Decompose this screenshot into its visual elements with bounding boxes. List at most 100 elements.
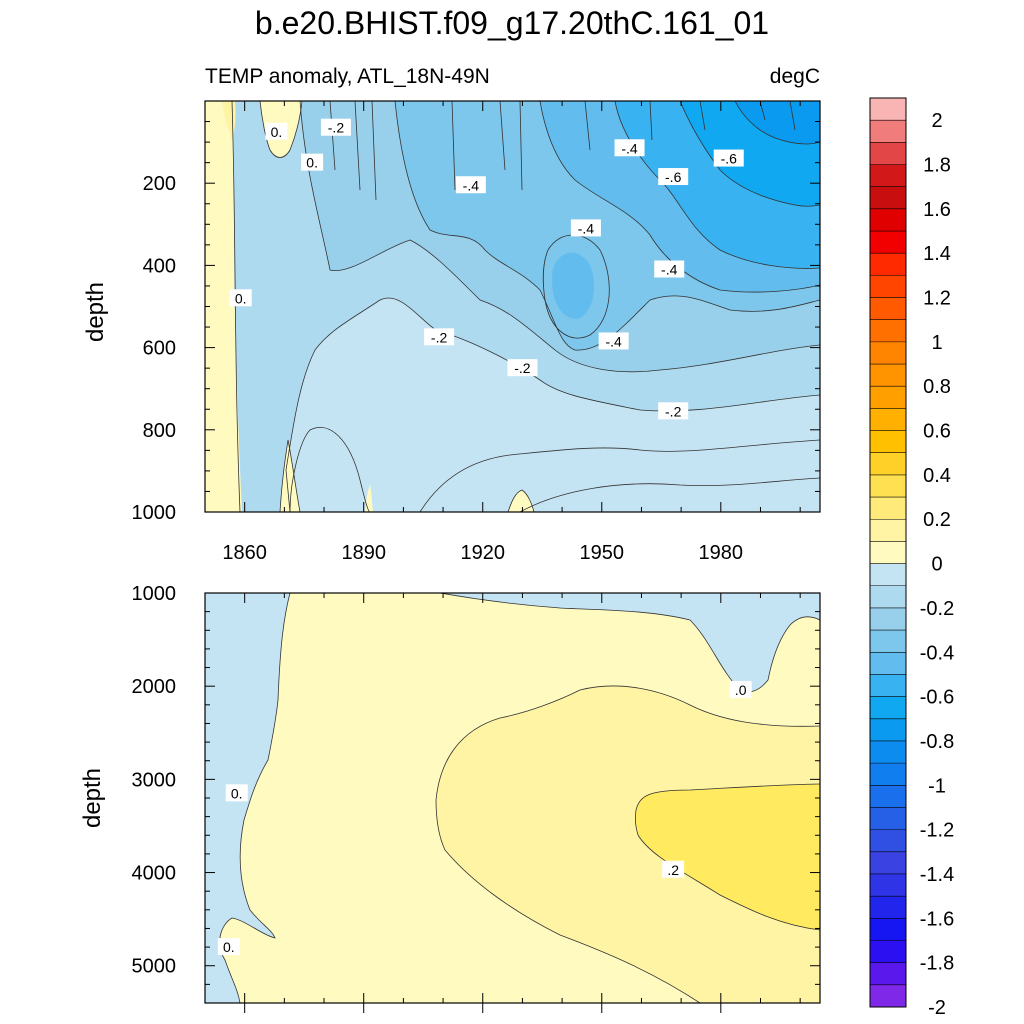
colorbar-swatch [870, 829, 906, 853]
upper-contour-line [394, 101, 820, 351]
colorbar-label: 1.8 [923, 155, 951, 177]
colorbar-label: 0.6 [923, 421, 951, 443]
colorbar-swatch [870, 164, 906, 187]
lower-y-axis-label: depth [79, 768, 106, 828]
colorbar-swatch [870, 652, 906, 675]
upper-fill-positive-bottom2 [508, 490, 534, 512]
colorbar-swatch [870, 563, 906, 587]
colorbar-swatch [870, 607, 906, 631]
contour-label: -.4 [654, 260, 685, 278]
contour-label-bg [662, 860, 685, 878]
colorbar-swatch [870, 962, 906, 986]
colorbar-label: 0.2 [923, 509, 951, 531]
contour-label: 0. [265, 122, 288, 140]
upper-fill-blob-inner [552, 252, 595, 319]
y-tick-label: 800 [143, 420, 176, 442]
contour-label-text: -.6 [665, 169, 682, 185]
lower-contour-line [435, 799, 701, 1003]
lower-fill-level-1 [436, 685, 820, 1003]
colorbar-swatch [870, 984, 906, 1008]
colorbar-label: 1 [931, 332, 942, 354]
contour-label-bg [301, 153, 324, 171]
contour-label-text: -.4 [621, 140, 638, 156]
colorbar-swatch [870, 541, 906, 564]
contour-label: -.2 [658, 402, 689, 420]
contour-label-text: -.6 [721, 151, 738, 167]
upper-contour-line [419, 439, 820, 512]
contour-label-bg [265, 122, 288, 140]
colorbar-swatch [870, 430, 906, 454]
contour-label-text: .2 [667, 862, 679, 878]
upper-fill-level-7 [735, 101, 820, 144]
y-tick-label: 3000 [132, 769, 177, 791]
upper-axis-ticks: 1860 1890 1920 1950 1980 200 400 600 800 1000 [132, 100, 820, 564]
contour-label: -.6 [713, 149, 744, 167]
colorbar-swatch [870, 630, 906, 653]
contour-label-text: 0. [231, 785, 243, 801]
upper-fill-positive-left [205, 101, 242, 512]
contour-label: -.4 [598, 332, 629, 350]
contour-label-bg [658, 168, 689, 186]
contour-label-bg [424, 328, 455, 346]
contour-label-bg [654, 260, 685, 278]
colorbar-label: -1.8 [920, 953, 954, 975]
contour-label: .0 [729, 680, 752, 698]
upper-contour-line [279, 439, 301, 512]
colorbar-swatch [870, 120, 906, 143]
upper-subtitle-left: TEMP anomaly, ATL_18N-49N [205, 65, 490, 88]
upper-contour-line [289, 427, 371, 512]
colorbar-swatch [870, 851, 906, 875]
colorbar-label: -0.8 [920, 731, 954, 753]
contour-label-text: -.4 [463, 177, 480, 193]
lower-contour-line [439, 593, 820, 693]
lower-fill-negative-right [440, 593, 820, 692]
colorbar-label: -1.2 [920, 820, 954, 842]
x-tick-label: 1920 [460, 542, 505, 564]
contour-label-text: -.4 [661, 262, 678, 278]
upper-contour-line [507, 489, 535, 512]
lower-axis-ticks: 1000 2000 3000 4000 5000 [132, 583, 820, 1013]
upper-subtitle-right: degC [770, 65, 820, 88]
colorbar-label: 0.8 [923, 376, 951, 398]
contour-label-text: -.2 [328, 120, 345, 136]
lower-contour-lines [219, 593, 820, 1003]
contour-label: 0. [225, 784, 248, 802]
contour-label: -.4 [455, 176, 486, 194]
contour-label-text: -.4 [578, 220, 595, 236]
colorbar-swatch [870, 497, 906, 520]
colorbar-label: 1.4 [923, 243, 951, 265]
y-tick-label: 400 [143, 255, 176, 277]
contour-label-text: .0 [735, 682, 747, 698]
colorbar-swatch [870, 807, 906, 830]
colorbar-label: 0 [931, 554, 942, 576]
colorbar-swatch [870, 208, 906, 232]
upper-contour-line [299, 101, 820, 373]
lower-contour-line [435, 685, 820, 801]
lower-contour-line [635, 783, 820, 931]
colorbar-label: -0.6 [920, 687, 954, 709]
lower-fill-level-2 [635, 784, 820, 930]
contour-label-text: -.4 [606, 333, 623, 349]
contour-label-bg [713, 149, 744, 167]
colorbar-swatch [870, 918, 906, 941]
y-tick-label: 600 [143, 338, 176, 360]
contour-label-text: 0. [271, 124, 283, 140]
upper-contour-line [542, 234, 610, 339]
upper-contour-line [519, 477, 820, 512]
y-tick-label: 1000 [132, 502, 177, 524]
y-tick-label: 2000 [132, 676, 177, 698]
colorbar-swatch [870, 386, 906, 409]
y-tick-label: 1000 [132, 583, 177, 605]
contour-label: -.4 [570, 219, 601, 237]
contour-label-text: 0. [235, 290, 247, 306]
colorbar-swatch [870, 364, 906, 387]
colorbar-label: 1.2 [923, 288, 951, 310]
colorbar-label: 0.4 [923, 465, 951, 487]
y-tick-label: 5000 [132, 956, 177, 978]
x-tick-label: 1950 [580, 542, 625, 564]
chart-title: b.e20.BHIST.f09_g17.20thC.161_01 [255, 5, 769, 41]
contour-label-bg [217, 938, 240, 956]
lower-contour-fill [205, 593, 820, 1003]
contour-label-bg [570, 219, 601, 237]
